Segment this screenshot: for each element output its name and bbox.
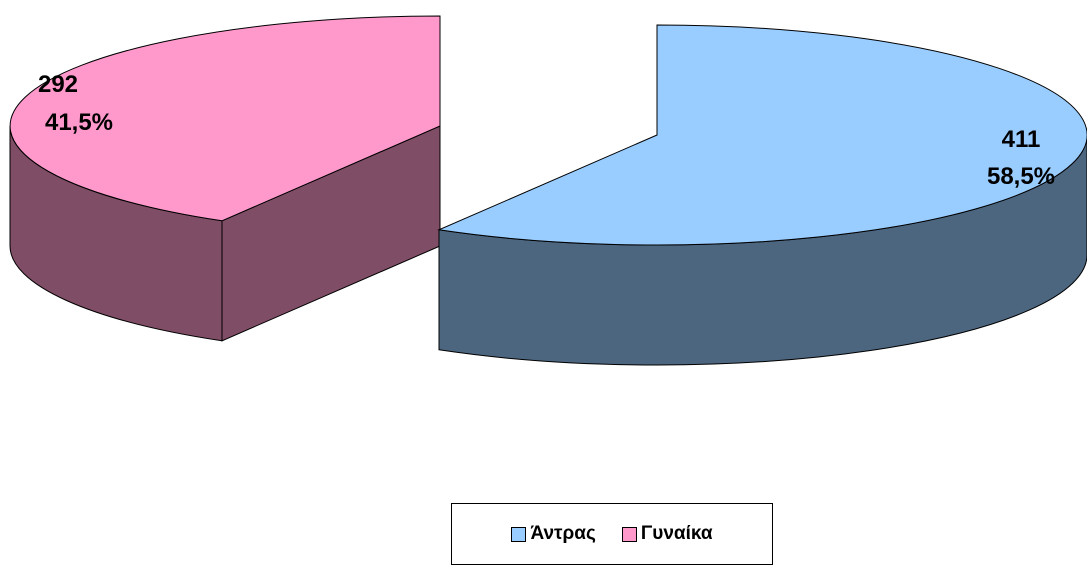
- legend-item-male: Άντρας: [511, 523, 596, 545]
- chart-legend: Άντρας Γυναίκα: [451, 503, 773, 565]
- female-percent-label: 41,5%: [45, 109, 113, 136]
- male-value-label: 411: [1002, 126, 1041, 153]
- female-value-label: 292: [38, 71, 78, 98]
- legend-item-female: Γυναίκα: [621, 523, 713, 545]
- male-percent-label: 58,5%: [987, 163, 1055, 190]
- slice-female-group: [9, 15, 441, 342]
- legend-swatch-female: [621, 526, 637, 542]
- legend-swatch-male: [511, 526, 527, 542]
- legend-label-male: Άντρας: [530, 523, 596, 544]
- slice-male-top: [437, 24, 1087, 246]
- legend-label-female: Γυναίκα: [640, 523, 713, 544]
- slice-male-group: [437, 24, 1087, 366]
- slice-female-top: [9, 15, 441, 222]
